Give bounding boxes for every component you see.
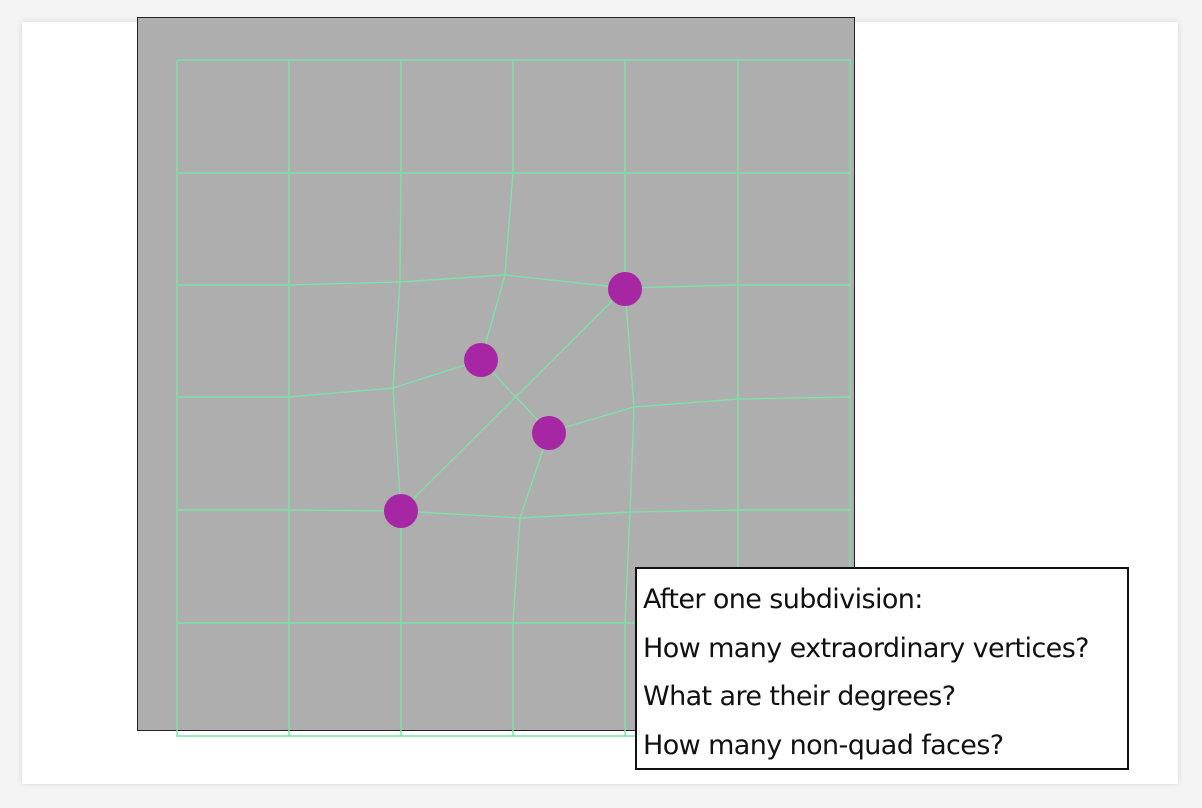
mesh-edge-vertical (480, 60, 514, 361)
question-non-quad-faces: How many non-quad faces? (643, 729, 1004, 761)
mesh-edge-vertical (392, 60, 402, 736)
mesh-edge-horizontal (177, 274, 850, 289)
extraordinary-vertex (384, 494, 418, 528)
mesh-edge-horizontal (177, 359, 482, 398)
callout-heading: After one subdivision: (643, 584, 923, 615)
question-callout: After one subdivision: How many extraord… (635, 567, 1129, 770)
extraordinary-vertex (608, 272, 642, 306)
extraordinary-vertex (464, 343, 498, 377)
mesh-edge-vertical (512, 431, 550, 736)
extraordinary-vertex (532, 416, 566, 450)
question-degrees: What are their degrees? (643, 681, 956, 712)
mesh-edge-vertical (624, 60, 635, 736)
mesh-edge-horizontal (177, 509, 850, 519)
mesh-edge-horizontal (548, 396, 851, 433)
question-extraordinary-vertices: How many extraordinary vertices? (643, 632, 1090, 664)
mesh-edge-diagonal (400, 287, 626, 512)
